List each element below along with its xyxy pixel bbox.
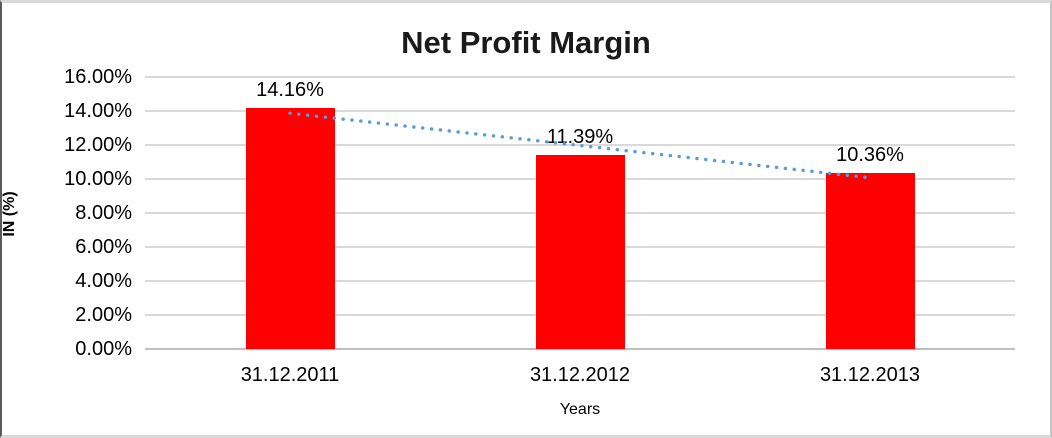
y-tick-label: 16.00% <box>64 66 132 88</box>
y-tick-label: 2.00% <box>75 304 132 326</box>
bar-31.12.2012 <box>535 155 625 349</box>
x-tick-label: 31.12.2013 <box>819 364 921 386</box>
y-tick-label: 10.00% <box>64 168 132 190</box>
bar-value-label: 14.16% <box>256 79 324 102</box>
y-tick-label: 6.00% <box>75 236 132 258</box>
y-tick-label: 0.00% <box>75 338 132 360</box>
bar-31.12.2011 <box>245 108 335 349</box>
gridline <box>145 110 1015 112</box>
y-tick-label: 12.00% <box>64 134 132 156</box>
x-tick-label: 31.12.2011 <box>240 364 340 386</box>
bar-value-label: 11.39% <box>546 126 614 149</box>
y-tick-label: 8.00% <box>75 202 132 224</box>
gridline <box>145 76 1015 78</box>
bar-31.12.2013 <box>825 172 915 349</box>
x-axis-title: Years <box>559 401 601 418</box>
chart-title: Net Profit Margin <box>401 25 651 60</box>
x-axis-line <box>145 348 1015 350</box>
x-tick-label: 31.12.2012 <box>529 364 631 386</box>
y-tick-label: 14.00% <box>64 100 132 122</box>
bar-value-label: 10.36% <box>836 143 904 166</box>
y-tick-label: 4.00% <box>75 270 132 292</box>
